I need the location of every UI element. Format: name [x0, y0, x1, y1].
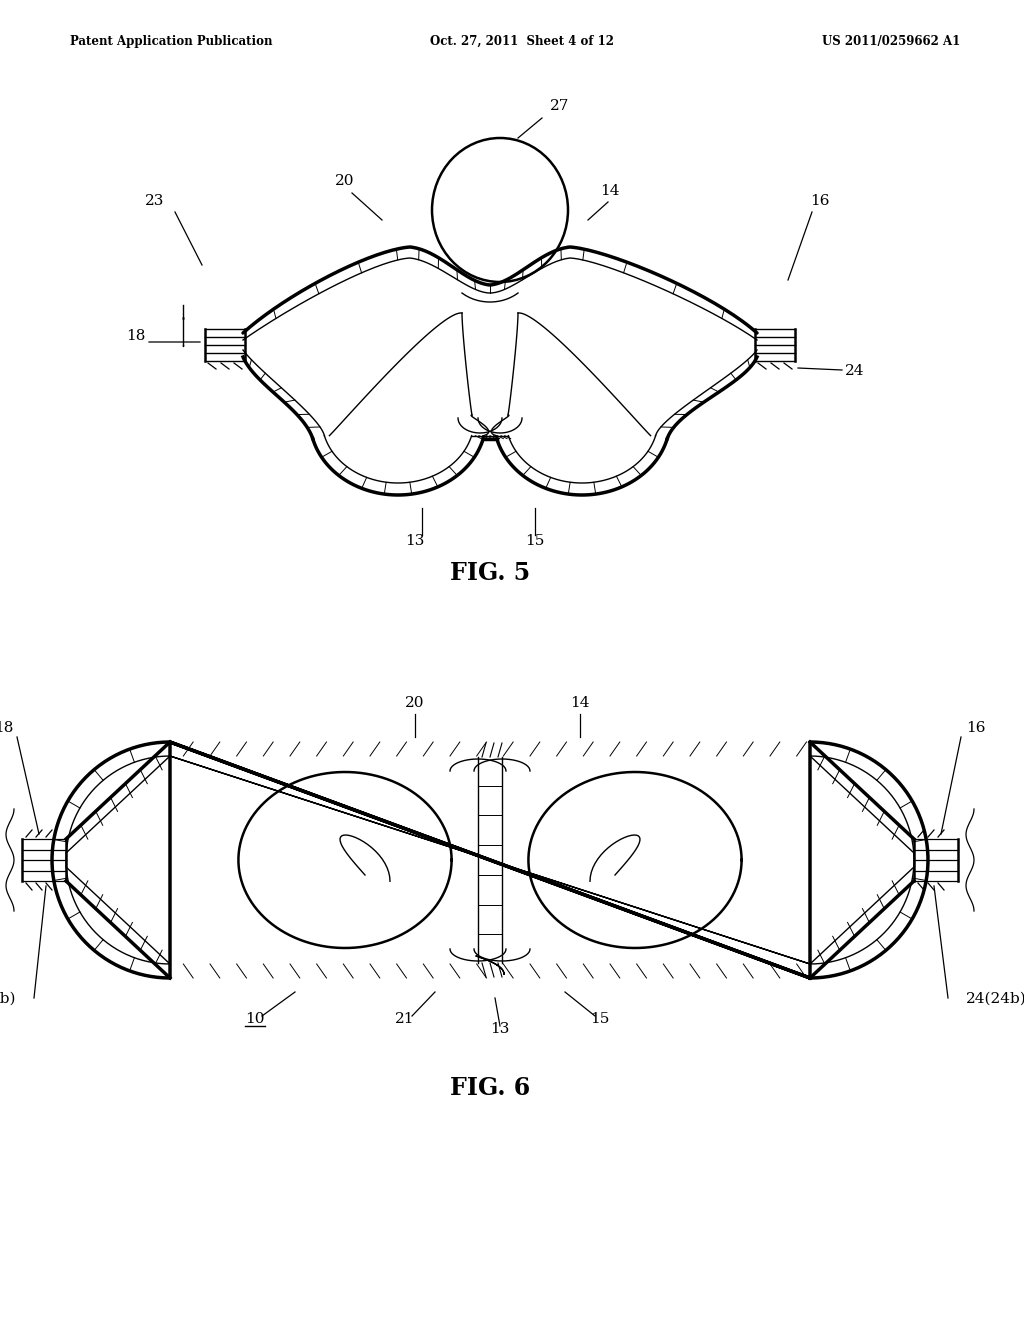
Text: 18: 18	[126, 329, 145, 343]
Text: FIG. 6: FIG. 6	[450, 1076, 530, 1100]
Text: 24(24b): 24(24b)	[966, 993, 1024, 1006]
Text: 16: 16	[966, 721, 985, 735]
Text: 27: 27	[550, 99, 569, 114]
Text: 10: 10	[246, 1012, 265, 1026]
Text: 15: 15	[525, 535, 545, 548]
Text: 14: 14	[600, 183, 620, 198]
Text: US 2011/0259662 A1: US 2011/0259662 A1	[821, 36, 961, 48]
Text: 23(23b): 23(23b)	[0, 993, 16, 1006]
Text: 23: 23	[145, 194, 165, 209]
Text: 24: 24	[845, 364, 864, 378]
Text: 16: 16	[810, 194, 829, 209]
Text: 20: 20	[335, 174, 354, 187]
Text: 18: 18	[0, 721, 14, 735]
Text: 13: 13	[406, 535, 425, 548]
Text: 14: 14	[570, 696, 590, 710]
Text: 15: 15	[590, 1012, 609, 1026]
Text: 13: 13	[490, 1022, 510, 1036]
Text: FIG. 5: FIG. 5	[450, 561, 530, 585]
Text: Oct. 27, 2011  Sheet 4 of 12: Oct. 27, 2011 Sheet 4 of 12	[430, 36, 614, 48]
Text: Patent Application Publication: Patent Application Publication	[70, 36, 272, 48]
Text: 21: 21	[395, 1012, 415, 1026]
Text: 20: 20	[406, 696, 425, 710]
